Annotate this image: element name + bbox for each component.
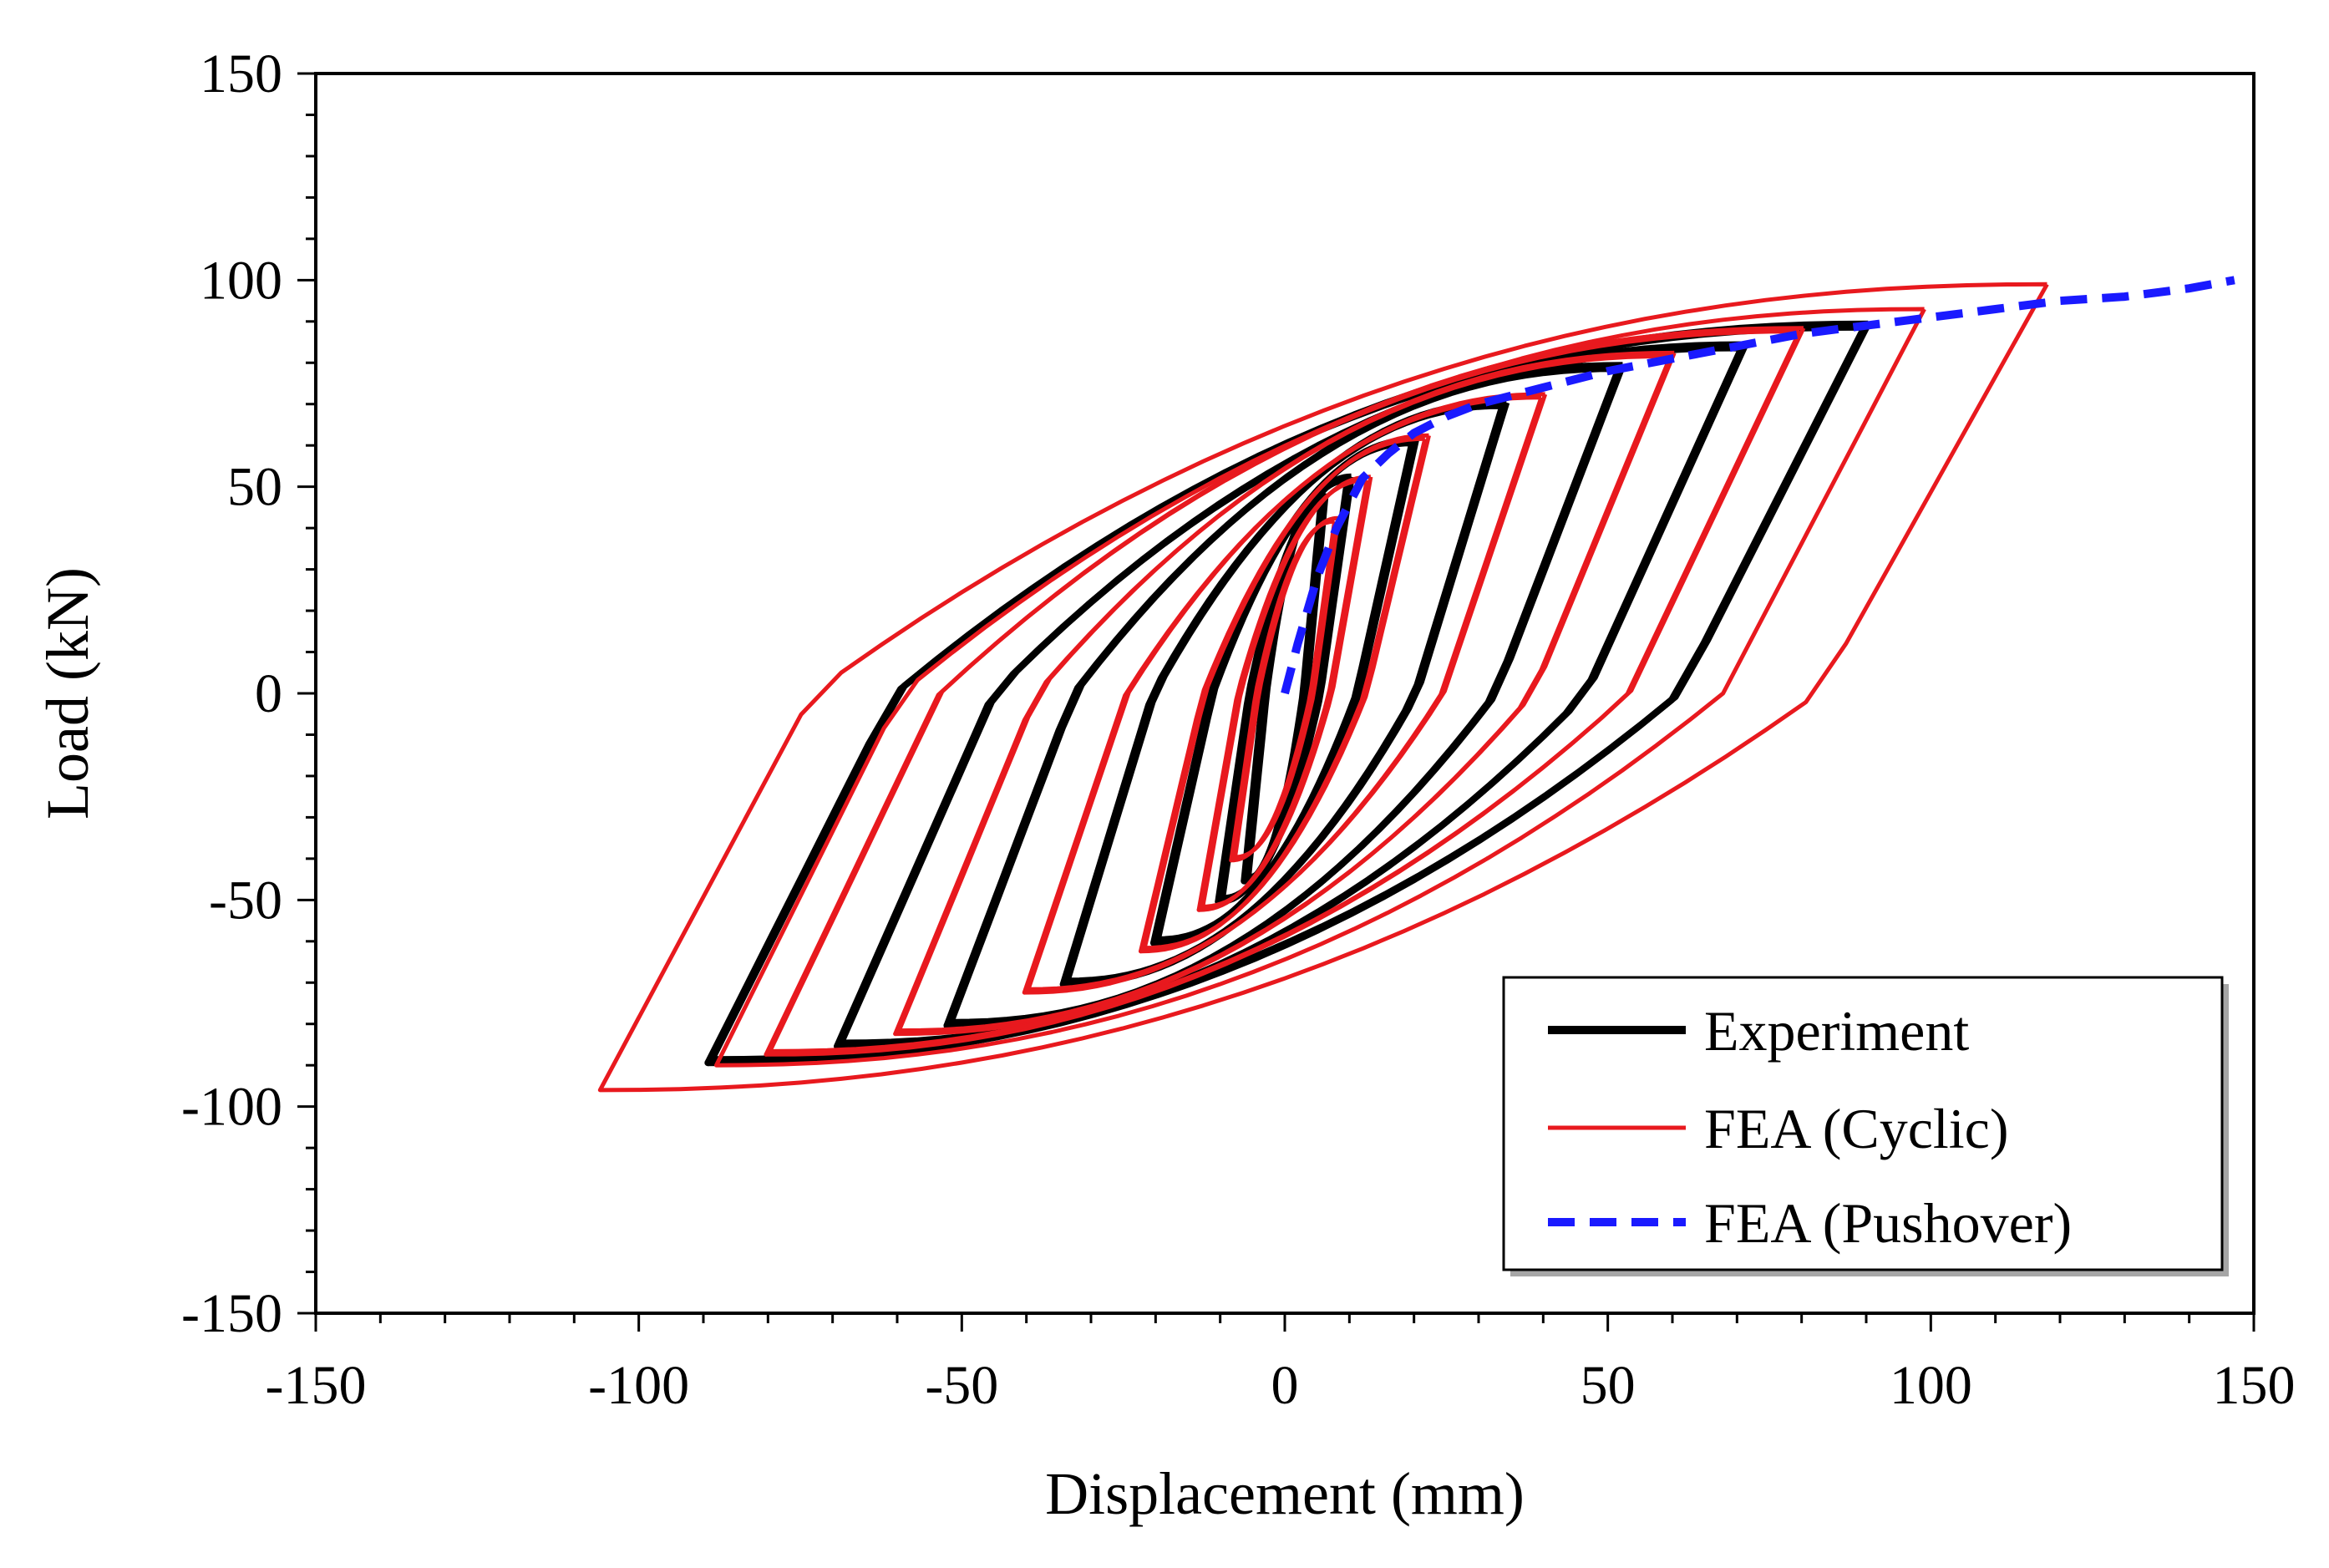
- y-tick-label: 150: [200, 43, 282, 104]
- series-fea-cyclic: [597, 282, 2049, 1093]
- fea-cyclic-loop-4: [1022, 393, 1548, 995]
- x-tick-label: 150: [2213, 1355, 2296, 1416]
- y-tick-label: 100: [200, 250, 282, 311]
- experiment-loop-7: [704, 322, 1871, 1067]
- legend: Experiment FEA (Cyclic) FEA (Pushover): [1502, 976, 2229, 1276]
- experiment-loop-6: [834, 343, 1749, 1050]
- y-tick-label: 0: [255, 663, 282, 724]
- series-fea-pushover: [1281, 276, 2235, 695]
- x-tick-label: -50: [925, 1355, 998, 1416]
- x-tick-label: -150: [266, 1355, 367, 1416]
- fea-cyclic-loop-3: [1139, 434, 1431, 954]
- tick-labels: -150 -100 -50 0 50 100 150 -150 -100 -50 0 50 100 150: [181, 43, 2295, 1416]
- y-tick-label: -150: [181, 1283, 282, 1344]
- fea-cyclic-loop-1: [1229, 517, 1341, 863]
- plot-frame: [314, 72, 2255, 1315]
- fea-cyclic-loop-2: [1196, 476, 1373, 912]
- x-axis-label: Displacement (mm): [1045, 1460, 1525, 1527]
- x-tick-label: 50: [1581, 1355, 1636, 1416]
- y-tick-label: 50: [227, 457, 282, 518]
- y-axis-label: Load (kN): [34, 567, 101, 820]
- y-tick-label: -50: [209, 870, 282, 931]
- fea-cyclic-loop-8: [597, 282, 2049, 1093]
- series-experiment: [704, 320, 1871, 1067]
- x-tick-label: 0: [1271, 1355, 1299, 1416]
- plot-series: [597, 276, 2235, 1093]
- legend-label-fea-pushover: FEA (Pushover): [1704, 1191, 2072, 1255]
- fea-cyclic-loop-5: [893, 352, 1677, 1037]
- y-tick-label: -100: [181, 1077, 282, 1138]
- legend-label-experiment: Experiment: [1704, 999, 1969, 1063]
- x-tick-label: 100: [1890, 1355, 1972, 1416]
- x-tick-label: -100: [588, 1355, 689, 1416]
- experiment-loop-2: [1215, 476, 1355, 906]
- legend-label-fea-cyclic: FEA (Cyclic): [1704, 1097, 2009, 1160]
- fea-cyclic-loop-7: [714, 307, 1926, 1068]
